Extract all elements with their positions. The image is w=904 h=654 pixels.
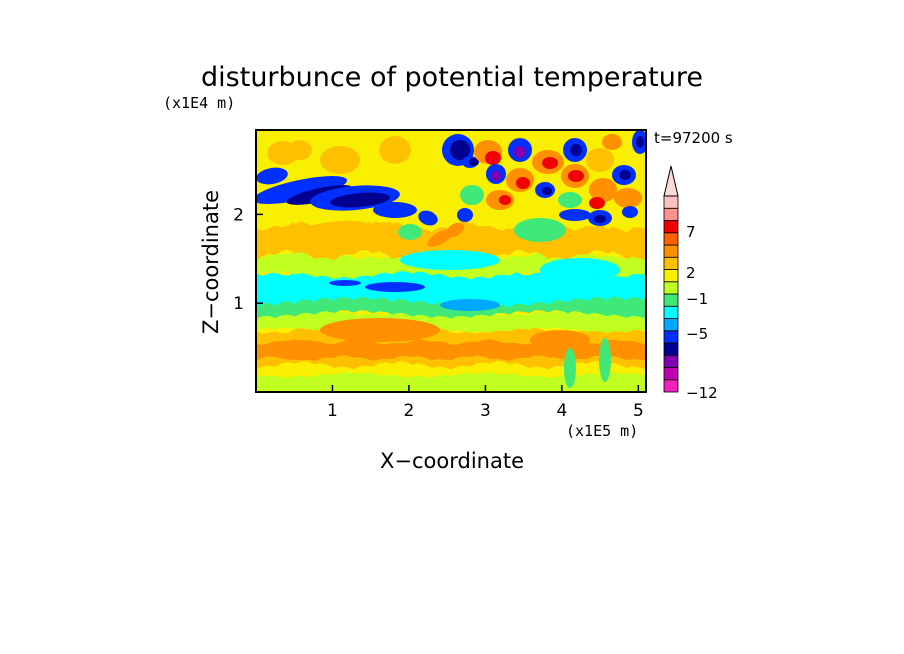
contour-blob [516, 177, 530, 189]
colorbar [663, 165, 679, 393]
contour-blob [460, 185, 484, 205]
colorbar-swatch [663, 305, 679, 319]
contour-blob [594, 215, 606, 223]
contour-blob [450, 140, 470, 160]
colorbar-swatch [663, 269, 679, 283]
contour-blob [418, 210, 438, 226]
colorbar-swatch [663, 281, 679, 295]
contour-blob [290, 220, 370, 244]
contour-blob [514, 146, 526, 158]
contour-blob [602, 134, 622, 150]
contour-blob [256, 176, 347, 204]
y-axis-ticks: 12 [233, 205, 263, 314]
colorbar-swatch [663, 367, 679, 381]
colorbar-swatch [663, 330, 679, 344]
contour-blob [398, 224, 422, 240]
contour-blob [514, 218, 566, 242]
contour-blob [599, 338, 611, 382]
colorbar-labels: 7 2 −1 −5 −12 [686, 223, 718, 402]
colorbar-label: −12 [686, 384, 718, 402]
contour-blob [542, 157, 558, 169]
contour-blob [265, 340, 335, 360]
x-axis-label: X−coordinate [380, 449, 524, 473]
y-tick-label: 2 [233, 205, 244, 225]
chart-title: disturbunce of potential temperature [201, 62, 703, 93]
contour-blob [469, 158, 479, 166]
contour-blob [272, 230, 308, 250]
colorbar-label: −5 [686, 325, 708, 343]
contour-blob [365, 282, 425, 292]
contour-blob [445, 222, 465, 238]
contour-blob [457, 208, 473, 222]
colorbar-extend-arrow [663, 165, 679, 197]
colorbar-swatch [663, 244, 679, 258]
x-tick-label: 4 [556, 401, 567, 421]
x-tick-label: 2 [404, 401, 415, 421]
contour-blob [499, 195, 511, 205]
contour-blob [329, 280, 361, 286]
colorbar-swatch [663, 342, 679, 356]
contour-blob [568, 170, 584, 182]
y-tick-label: 1 [233, 294, 244, 314]
colorbar-label: 7 [686, 223, 696, 241]
colorbar-swatch [663, 207, 679, 221]
contour-blob [558, 192, 582, 208]
contour-blob [636, 136, 644, 148]
contour-blob [330, 192, 390, 208]
colorbar-swatch [663, 293, 679, 307]
contour-blob [320, 318, 440, 342]
colorbar-swatch [663, 256, 679, 270]
contour-blob [589, 178, 617, 202]
contour-blob [530, 330, 590, 350]
x-tick-label: 3 [480, 401, 491, 421]
heatmap-plot-area [256, 130, 646, 392]
y-axis-label: Z−coordinate [199, 190, 223, 334]
contour-blob [570, 144, 582, 156]
contour-blob [440, 299, 500, 311]
y-scale-label: (x1E4 m) [163, 94, 235, 112]
contour-blob [542, 187, 552, 195]
plot-frame [255, 129, 647, 393]
colorbar-swatch [663, 232, 679, 246]
band-bottom-green [256, 372, 646, 392]
colorbar-swatch [663, 220, 679, 234]
colorbar-label: −1 [686, 290, 708, 308]
contour-blob [588, 230, 632, 250]
contour-blob [320, 146, 360, 174]
colorbar-swatch [663, 318, 679, 332]
contour-blob [586, 148, 614, 172]
contour-blob [379, 136, 411, 164]
contour-blob [485, 151, 501, 165]
contour-blob [559, 209, 591, 221]
contour-blob [373, 202, 417, 218]
contour-blob [619, 170, 631, 180]
contour-blob [256, 167, 288, 185]
contour-blob [622, 206, 638, 218]
colorbar-swatch [663, 379, 679, 393]
contour-blob [614, 188, 642, 208]
colorbar-swatch [663, 195, 679, 209]
x-tick-label: 5 [633, 401, 644, 421]
contour-blob [400, 250, 500, 270]
contour-blobs [256, 130, 646, 388]
time-label: t=97200 s [654, 129, 733, 147]
contour-blob [564, 348, 576, 388]
colorbar-label: 2 [686, 264, 696, 282]
contour-blob [288, 140, 312, 160]
colorbar-swatch [663, 354, 679, 368]
x-axis-ticks: 1 2 3 4 5 [327, 385, 644, 421]
contour-blob [540, 258, 620, 282]
contour-blob [491, 171, 501, 181]
x-tick-label: 1 [327, 401, 338, 421]
contour-blob [589, 197, 605, 209]
x-scale-label: (x1E5 m) [566, 422, 638, 440]
